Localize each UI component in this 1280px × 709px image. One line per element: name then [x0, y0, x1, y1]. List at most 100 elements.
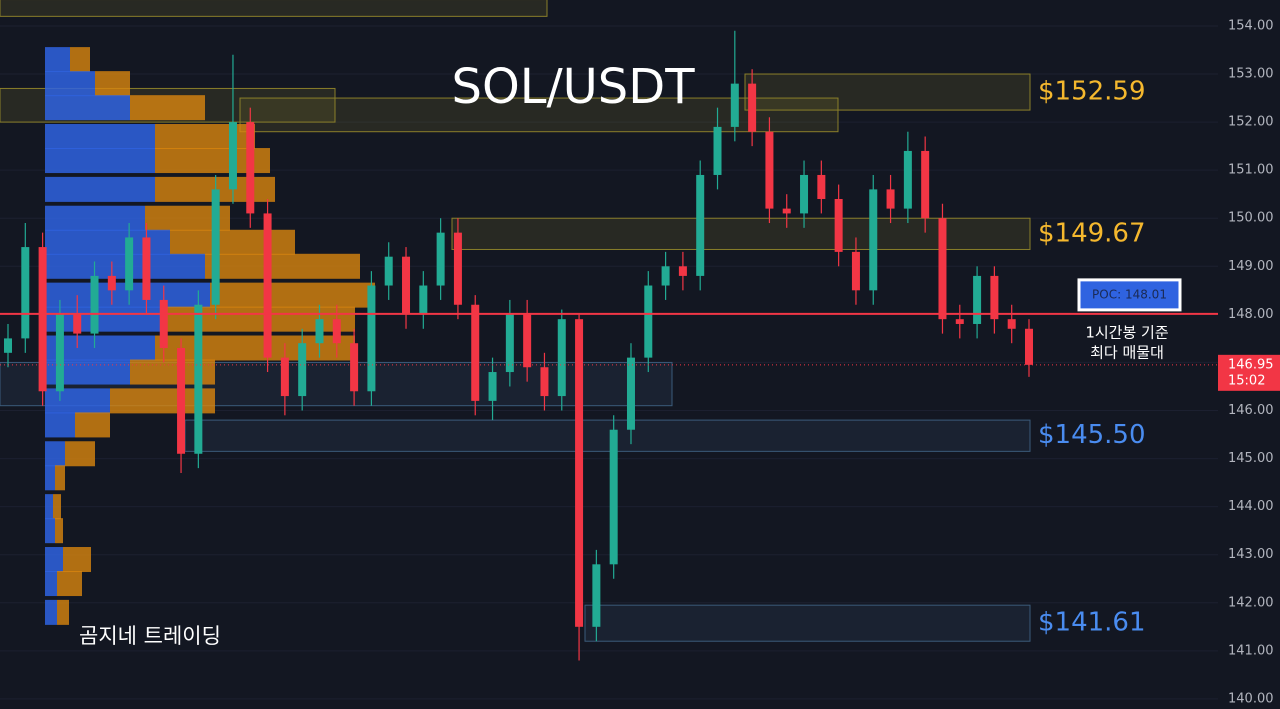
profile-buy: [45, 547, 63, 573]
candle-body: [332, 319, 341, 344]
candle-body: [644, 285, 653, 358]
y-tick-label: 150.00: [1228, 211, 1274, 226]
candle-body: [4, 338, 12, 353]
zone: [0, 0, 548, 17]
candle-body: [142, 237, 151, 300]
profile-sell: [75, 412, 110, 438]
profile-sell: [55, 518, 63, 544]
candle-body: [938, 218, 947, 320]
candle-body: [903, 150, 912, 209]
candle-body: [921, 150, 930, 219]
candle-body: [159, 299, 168, 349]
last-price-box: [1218, 354, 1280, 391]
y-tick-label: 144.00: [1228, 499, 1274, 514]
candle-body: [557, 319, 566, 397]
y-tick-label: 151.00: [1228, 163, 1274, 178]
candle-body: [298, 343, 307, 397]
candle-body: [246, 122, 255, 214]
profile-buy: [45, 148, 155, 174]
candle-body: [678, 266, 687, 276]
candle-body: [21, 247, 30, 339]
poc-note: 1시간봉 기준: [1085, 323, 1169, 341]
candle-body: [955, 319, 964, 324]
profile-sell: [205, 253, 360, 279]
profile-buy: [45, 465, 55, 491]
candle-body: [817, 174, 826, 200]
watermark: 곰지네 트레이딩: [79, 624, 221, 648]
zone: [184, 419, 1031, 452]
profile-sell: [155, 124, 255, 150]
candle-body: [973, 275, 982, 324]
profile-sell: [160, 306, 355, 332]
y-tick-label: 146.00: [1228, 403, 1274, 418]
candle-body: [592, 564, 601, 627]
profile-buy: [45, 47, 70, 73]
candle-body: [107, 275, 116, 291]
y-tick-label: 154.00: [1228, 18, 1274, 33]
candle-body: [228, 122, 237, 190]
candle-body: [402, 256, 411, 315]
profile-buy: [45, 71, 95, 97]
profile-buy: [45, 176, 155, 202]
y-tick-label: 153.00: [1228, 67, 1274, 82]
candle-body: [748, 83, 757, 132]
profile-sell: [55, 465, 65, 491]
last-time: 15:02: [1228, 373, 1265, 388]
profile-sell: [170, 229, 295, 255]
profile-buy: [45, 306, 160, 332]
profile-sell: [65, 441, 95, 467]
candle-body: [990, 275, 999, 320]
candle-body: [713, 126, 722, 175]
profile-sell: [70, 47, 90, 73]
y-tick-label: 142.00: [1228, 595, 1274, 610]
candle-body: [471, 304, 480, 401]
candle-body: [177, 348, 186, 454]
candle-body: [626, 357, 635, 430]
candle-body: [523, 314, 532, 368]
candle-body: [886, 189, 895, 209]
y-tick-label: 148.00: [1228, 307, 1274, 322]
profile-sell: [57, 599, 69, 625]
y-tick-label: 149.00: [1228, 259, 1274, 274]
zone: [744, 73, 1031, 111]
y-tick-label: 143.00: [1228, 547, 1274, 562]
profile-sell: [57, 571, 82, 597]
profile-sell: [63, 547, 91, 573]
profile-buy: [45, 205, 145, 231]
candle-body: [194, 304, 203, 454]
profile-buy: [45, 599, 57, 625]
profile-sell: [53, 494, 61, 520]
candle-body: [315, 319, 324, 344]
candle-body: [782, 208, 791, 214]
profile-buy: [45, 412, 75, 438]
candle-body: [540, 367, 549, 397]
candle-body: [1025, 328, 1033, 365]
candle-body: [125, 237, 134, 291]
candle-body: [609, 429, 618, 565]
candle-body: [575, 319, 584, 627]
profile-sell: [130, 95, 205, 121]
candle-body: [661, 266, 670, 286]
candle-body: [869, 189, 878, 291]
poc-label: POC: 148.01: [1092, 287, 1167, 301]
candle-body: [419, 285, 428, 315]
y-tick-label: 141.00: [1228, 643, 1274, 658]
zone-label: $152.59: [1038, 77, 1146, 107]
profile-buy: [45, 253, 205, 279]
candle-body: [367, 285, 376, 392]
candle-body: [730, 83, 739, 127]
candle-body: [55, 314, 64, 392]
profile-buy: [45, 95, 130, 121]
profile-sell: [210, 282, 375, 308]
candle-body: [851, 251, 860, 291]
profile-buy: [45, 229, 170, 255]
candle-body: [280, 357, 289, 397]
candle-body: [211, 189, 220, 305]
candle-body: [696, 174, 705, 276]
candle-body: [453, 232, 462, 305]
zone: [451, 217, 1031, 250]
y-tick-label: 145.00: [1228, 451, 1274, 466]
candle-body: [834, 199, 843, 252]
zone-label: $141.61: [1038, 608, 1146, 638]
